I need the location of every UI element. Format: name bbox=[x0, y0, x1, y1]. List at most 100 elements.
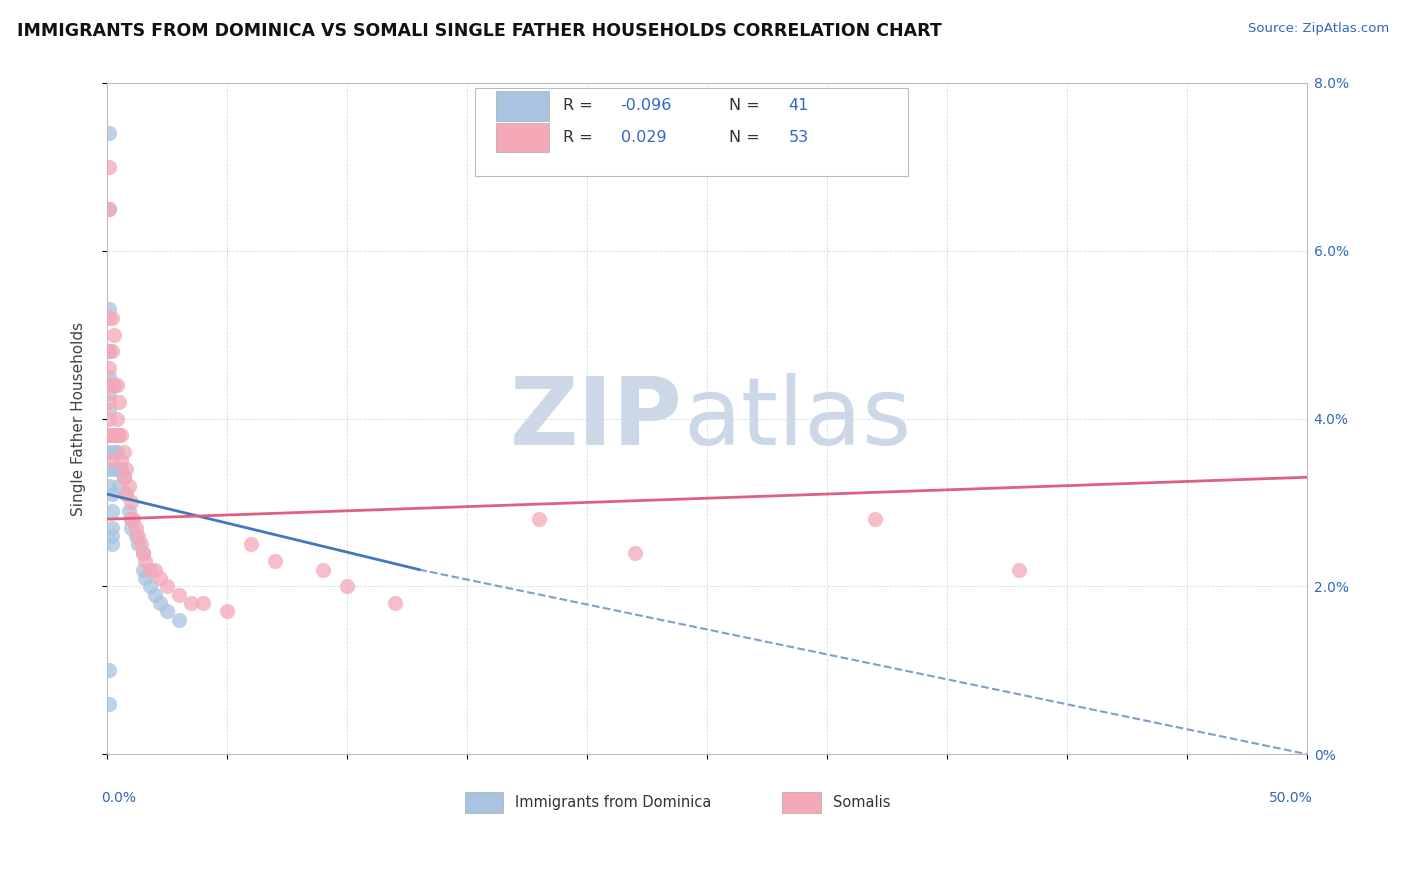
Point bbox=[101, 529, 124, 543]
Point bbox=[103, 445, 125, 459]
Point bbox=[103, 428, 125, 442]
Point bbox=[118, 504, 141, 518]
Point bbox=[98, 344, 121, 359]
Point bbox=[98, 697, 121, 711]
Point bbox=[149, 571, 172, 585]
Text: Source: ZipAtlas.com: Source: ZipAtlas.com bbox=[1249, 22, 1389, 36]
Text: 0.029: 0.029 bbox=[620, 130, 666, 145]
Point bbox=[103, 378, 125, 392]
Point bbox=[98, 302, 121, 317]
Text: 0.0%: 0.0% bbox=[101, 791, 136, 805]
Point bbox=[134, 554, 156, 568]
Text: 41: 41 bbox=[789, 98, 808, 113]
Point bbox=[118, 478, 141, 492]
Point bbox=[101, 378, 124, 392]
Point bbox=[112, 470, 135, 484]
Y-axis label: Single Father Households: Single Father Households bbox=[72, 321, 86, 516]
Point bbox=[98, 403, 121, 417]
Point bbox=[143, 563, 166, 577]
Point bbox=[108, 428, 131, 442]
Point bbox=[98, 310, 121, 325]
FancyBboxPatch shape bbox=[783, 792, 821, 814]
Point bbox=[215, 605, 238, 619]
Text: atlas: atlas bbox=[683, 373, 911, 465]
FancyBboxPatch shape bbox=[496, 122, 548, 152]
Point bbox=[103, 462, 125, 476]
Point bbox=[129, 537, 152, 551]
Point bbox=[98, 344, 121, 359]
Point bbox=[98, 160, 121, 174]
Point bbox=[101, 310, 124, 325]
Point bbox=[98, 378, 121, 392]
Point bbox=[101, 487, 124, 501]
Point bbox=[863, 512, 886, 526]
Point bbox=[180, 596, 202, 610]
Point bbox=[98, 202, 121, 216]
Point bbox=[624, 546, 647, 560]
Point bbox=[98, 394, 121, 409]
Point bbox=[191, 596, 214, 610]
Point bbox=[98, 202, 121, 216]
Point bbox=[105, 445, 128, 459]
Point bbox=[125, 520, 148, 534]
Point bbox=[110, 453, 132, 467]
Point bbox=[101, 504, 124, 518]
Point bbox=[110, 462, 132, 476]
Point bbox=[167, 613, 190, 627]
Text: Somalis: Somalis bbox=[832, 795, 890, 810]
Point bbox=[167, 588, 190, 602]
Point bbox=[132, 563, 155, 577]
Point bbox=[105, 428, 128, 442]
Point bbox=[105, 411, 128, 425]
Point bbox=[115, 462, 138, 476]
Point bbox=[98, 369, 121, 384]
Point bbox=[125, 529, 148, 543]
Point bbox=[110, 428, 132, 442]
Point bbox=[384, 596, 406, 610]
Point bbox=[156, 605, 179, 619]
Point bbox=[149, 596, 172, 610]
Point bbox=[108, 462, 131, 476]
FancyBboxPatch shape bbox=[496, 91, 548, 120]
Point bbox=[98, 428, 121, 442]
Point bbox=[264, 554, 287, 568]
Point bbox=[112, 445, 135, 459]
Text: N =: N = bbox=[728, 98, 765, 113]
Point bbox=[115, 487, 138, 501]
Text: 53: 53 bbox=[789, 130, 808, 145]
FancyBboxPatch shape bbox=[464, 792, 503, 814]
Point bbox=[101, 537, 124, 551]
Point bbox=[127, 529, 149, 543]
Point bbox=[120, 520, 142, 534]
Point bbox=[312, 563, 335, 577]
Point bbox=[98, 126, 121, 140]
Point bbox=[156, 579, 179, 593]
Text: IMMIGRANTS FROM DOMINICA VS SOMALI SINGLE FATHER HOUSEHOLDS CORRELATION CHART: IMMIGRANTS FROM DOMINICA VS SOMALI SINGL… bbox=[17, 22, 942, 40]
Point bbox=[527, 512, 550, 526]
Point bbox=[108, 394, 131, 409]
Point bbox=[108, 478, 131, 492]
Point bbox=[101, 428, 124, 442]
Point bbox=[105, 378, 128, 392]
Point bbox=[98, 462, 121, 476]
Point bbox=[98, 445, 121, 459]
Point bbox=[101, 520, 124, 534]
Point bbox=[103, 327, 125, 342]
Point bbox=[336, 579, 359, 593]
Text: ZIP: ZIP bbox=[510, 373, 683, 465]
Point bbox=[103, 428, 125, 442]
Point bbox=[101, 344, 124, 359]
Point bbox=[98, 478, 121, 492]
Point bbox=[143, 588, 166, 602]
Point bbox=[120, 512, 142, 526]
Point bbox=[132, 546, 155, 560]
Point bbox=[98, 428, 121, 442]
Point bbox=[98, 411, 121, 425]
FancyBboxPatch shape bbox=[475, 87, 908, 176]
Point bbox=[101, 453, 124, 467]
Text: 50.0%: 50.0% bbox=[1270, 791, 1313, 805]
Point bbox=[120, 495, 142, 509]
Point bbox=[139, 579, 162, 593]
Text: Immigrants from Dominica: Immigrants from Dominica bbox=[515, 795, 711, 810]
Text: N =: N = bbox=[728, 130, 765, 145]
